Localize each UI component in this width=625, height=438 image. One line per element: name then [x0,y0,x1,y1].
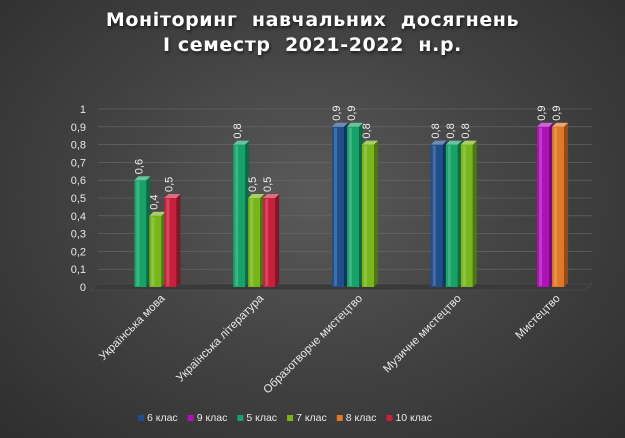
y-tick-label: 0 [80,282,86,294]
chart-title-line-2: І семестр 2021-2022 н.р. [163,34,462,56]
legend-label: 7 клас [296,412,327,424]
legend-swatch [336,415,343,421]
data-label: 0,4 [148,195,160,210]
legend-item: 8 клас [336,412,377,424]
legend-label: 6 клас [147,412,178,424]
y-tick-label: 0,8 [71,140,86,152]
y-tick-label: 0,4 [71,211,86,223]
bar-layer [134,122,569,287]
bar [263,194,280,287]
data-label: 0,9 [536,106,548,121]
data-label: 0,5 [262,177,274,192]
data-label: 0,5 [247,177,259,192]
y-tick-label: 0,3 [71,229,86,241]
bar [233,140,250,287]
legend-item: 7 клас [287,412,327,424]
bar [164,194,181,287]
chart-title-line-1: Моніторинг навчальних досягнень [105,9,520,31]
y-tick-label: 0,9 [71,122,86,134]
bar [537,122,554,287]
data-label: 0,8 [430,123,442,138]
legend-swatch [237,415,244,421]
bar [362,140,378,287]
data-label: 0,5 [163,177,175,192]
x-tick-label: Українська література [174,292,266,384]
bar [445,140,462,287]
legend-label: 9 клас [197,412,228,424]
legend-swatch [187,415,194,421]
chart-title: Моніторинг навчальних досягнень І семест… [0,8,625,58]
data-label: 0,9 [331,106,343,121]
x-tick-label: Музичне мистецтво [381,293,464,376]
data-label: 0,8 [232,123,244,138]
data-label: 0,9 [346,106,358,121]
legend: 6 клас 9 клас 5 клас 7 клас 8 клас 10 клас [138,412,432,424]
legend-swatch [287,415,294,421]
bar [134,176,151,287]
bar [149,211,166,287]
y-tick-label: 0,1 [71,264,86,276]
y-tick-label: 0,5 [71,193,86,205]
bar [460,140,477,287]
data-label-layer: 0,60,40,50,80,5 0,50,9 0,90,8 0,8 0,8 0,80,9 0… [133,106,563,210]
bar [552,122,569,287]
data-label: 0,8 [445,123,457,138]
legend-item: 5 клас [237,412,277,424]
legend-swatch [386,415,393,421]
y-axis: 0 0,1 0,2 0,3 0,4 0,5 0,6 0,7 0,8 0,9 1 [71,104,86,294]
data-label: 0,8 [460,123,472,138]
x-tick-label: Образотворче мистецтво [261,293,365,397]
data-label: 0,9 [551,106,563,121]
y-tick-label: 0,6 [71,175,86,187]
legend-label: 5 клас [246,412,277,424]
y-tick-label: 0,2 [71,246,86,258]
legend-item: 6 клас [138,412,178,424]
legend-swatch [138,415,144,421]
bar [430,140,447,287]
legend-item: 10 клас [386,412,432,424]
y-tick-label: 0,7 [71,157,86,169]
data-label: 0,8 [361,123,373,138]
y-tick-label: 1 [80,104,86,116]
x-tick-label: Українська мова [97,292,168,363]
bar [347,122,363,287]
x-axis: Українська мова Українська літератураОбра… [97,292,563,396]
legend-item: 9 клас [187,412,228,424]
data-label: 0,6 [133,159,145,174]
bar [332,122,348,287]
legend-label: 10 клас [395,412,432,424]
x-tick-label: Мистецтво [514,293,563,342]
legend-label: 8 клас [346,412,377,424]
bar [248,194,265,287]
